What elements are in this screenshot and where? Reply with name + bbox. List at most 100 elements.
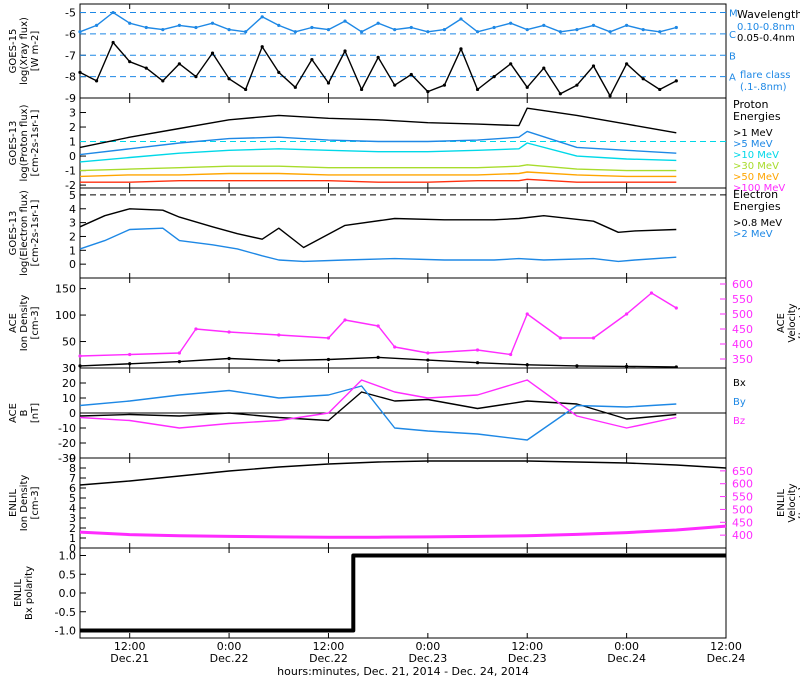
data-point [227, 356, 231, 361]
y-tick-label: 0 [69, 362, 76, 375]
data-point [210, 51, 215, 55]
y-axis-label: [cm-3] [30, 486, 41, 519]
data-point [591, 23, 596, 27]
data-point [426, 358, 430, 362]
y2-axis-label: Velocity [787, 303, 798, 342]
legend-item: >50 MeV [733, 172, 779, 183]
y-axis-label: log(Proton flux) [19, 104, 30, 181]
y-axis-label: Ion Density [19, 295, 30, 352]
data-point [393, 83, 397, 87]
y2-tick-label: 450 [732, 516, 753, 529]
y-axis-label: GOES-13 [8, 121, 19, 166]
data-point [641, 77, 645, 81]
flare-level-label: A [729, 73, 736, 84]
legend-item: 0.10-0.8nm [737, 22, 795, 33]
legend-title: Electron [733, 188, 778, 201]
data-point [227, 330, 231, 334]
data-point [376, 324, 380, 328]
y-tick-label: -2 [65, 179, 76, 192]
data-point [310, 25, 314, 30]
data-point [343, 19, 347, 23]
data-point [376, 355, 380, 360]
y-axis-label: [nT] [30, 403, 41, 423]
data-point [293, 85, 297, 89]
panel-frame [79, 547, 727, 639]
y-tick-label: 20 [62, 377, 76, 390]
y-tick-label: 2 [69, 230, 76, 243]
data-point [94, 79, 99, 83]
x-tick-date: Dec.22 [210, 652, 249, 665]
data-point [177, 62, 181, 66]
y-tick-label: 0.0 [59, 587, 77, 600]
data-point [161, 79, 165, 83]
data-point [442, 83, 447, 87]
data-point [608, 94, 612, 98]
data-point [459, 47, 463, 51]
legend-title: Energies [733, 200, 781, 213]
y-axis-label: [W m-2] [30, 31, 41, 72]
data-point [625, 364, 629, 369]
data-point [326, 28, 331, 32]
data-point [542, 66, 546, 70]
y-tick-label: -1 [65, 165, 76, 178]
data-point [277, 23, 281, 27]
y-tick-label: 4 [69, 502, 76, 515]
y2-axis-label: ACE [776, 313, 787, 333]
data-point [144, 66, 148, 70]
x-tick-label: 12:00 [313, 640, 345, 653]
data-point [94, 23, 99, 27]
y-tick-label: 4 [69, 203, 76, 216]
y-tick-label: 150 [55, 283, 76, 296]
legend-item: >5 MeV [733, 139, 773, 150]
y-tick-label: -30 [58, 452, 76, 465]
data-point [525, 363, 529, 367]
series-line-0-05-0-4nm [79, 41, 677, 97]
data-point [575, 83, 579, 87]
legend-title: Proton [733, 98, 768, 111]
y-tick-label: -7 [65, 49, 76, 62]
legend-item: >1 MeV [733, 128, 773, 139]
legend-item: Bz [733, 416, 745, 427]
y2-axis-label: Velocity [787, 483, 798, 522]
legend-item: >30 MeV [733, 161, 779, 172]
y-tick-label: -0.5 [55, 606, 76, 619]
x-tick-label: 0:00 [217, 640, 242, 653]
y2-tick-label: 500 [732, 308, 753, 321]
y2-tick-label: 650 [732, 465, 753, 478]
legend-item: By [733, 397, 746, 408]
y-axis-label: GOES-13 [8, 211, 19, 256]
data-point [426, 351, 430, 355]
data-point [244, 30, 248, 34]
data-point [475, 30, 480, 34]
legend-item: (.1-.8nm) [740, 82, 787, 93]
series-line-Bx [79, 391, 677, 422]
data-point [426, 30, 430, 34]
y-axis-label: ACE [8, 313, 19, 333]
y2-tick-label: 400 [732, 529, 753, 542]
x-tick-label: 12:00 [114, 640, 146, 653]
flare-level-label: C [729, 30, 736, 41]
panel-frame [79, 3, 727, 99]
data-point [343, 49, 347, 53]
y-tick-label: 0 [69, 542, 76, 555]
data-point [492, 25, 496, 30]
y-tick-label: 7 [69, 472, 76, 485]
y2-axis-label: [km/s] [798, 307, 800, 339]
data-point [210, 21, 215, 25]
data-point [558, 92, 562, 96]
y2-axis-label: [km/s] [798, 487, 800, 519]
data-point [492, 75, 496, 79]
y-tick-label: 1 [69, 244, 76, 257]
data-point [359, 87, 364, 92]
data-point [161, 28, 165, 32]
data-point [376, 55, 380, 60]
y-tick-label: 100 [55, 309, 76, 322]
legend-item: >100 MeV [733, 183, 785, 194]
x-tick-date: Dec.24 [707, 652, 746, 665]
legend-item: >2 MeV [733, 229, 773, 240]
panel-5: -30 -20 -10 0 10 20 30 ACE B [nT] [8, 362, 727, 465]
data-point [293, 30, 297, 34]
data-point [625, 62, 629, 66]
